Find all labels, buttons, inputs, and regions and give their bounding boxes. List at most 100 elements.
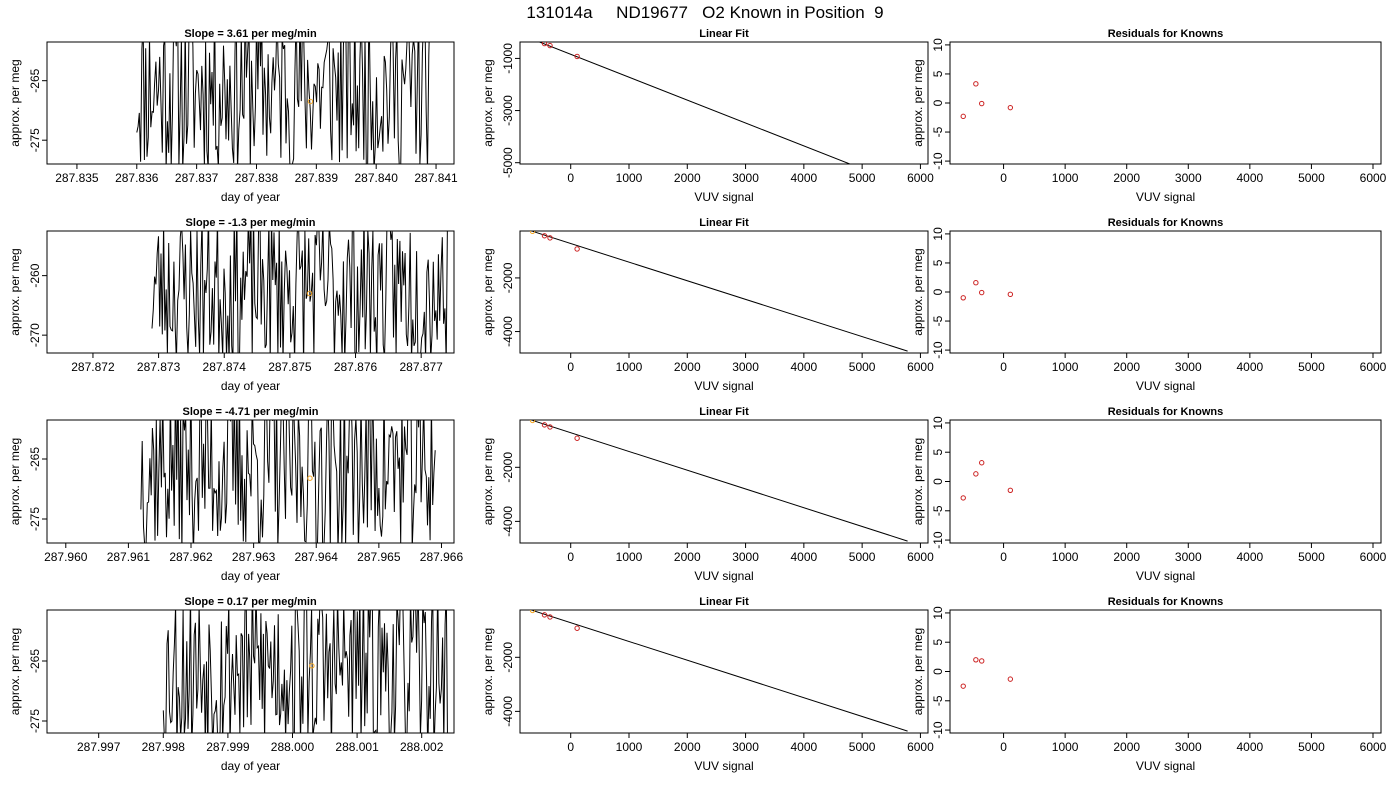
panel-1-2-fit-line bbox=[538, 42, 852, 164]
panel-2-2-ytick-label-1: -4000 bbox=[501, 316, 515, 347]
panel-3-1-xtick-label-3: 287.963 bbox=[232, 550, 276, 564]
panel-3-2-data bbox=[529, 420, 908, 542]
panel-3-1-ylabel: approx. per meg bbox=[8, 438, 22, 525]
panel-3-1-xtick-label-2: 287.962 bbox=[169, 550, 213, 564]
panel-4-3-xtick-label-4: 4000 bbox=[1237, 740, 1264, 754]
panel-1-1-ytick-label-0: -265 bbox=[28, 68, 42, 92]
panel-2-1-trace bbox=[151, 231, 448, 353]
panel-3-2-point-1 bbox=[541, 422, 548, 428]
panel-3-3-ytick-label-1: 5 bbox=[931, 449, 945, 456]
panel-3-3: Residuals for Knowns VUV signal approx. pe… bbox=[911, 406, 1387, 583]
panel-1-3-ytick-label-0: 10 bbox=[931, 38, 945, 52]
panel-2-3-ylabel: approx. per meg bbox=[911, 248, 925, 335]
panel-4-1-xtick-label-5: 288.002 bbox=[400, 740, 444, 754]
panel-3-3-ytick-label-3: -5 bbox=[931, 505, 945, 516]
panel-1-2-xtick-label-1: 1000 bbox=[616, 171, 643, 185]
panel-4-2: Linear Fit VUV signal approx. per meg 0 1000… bbox=[481, 596, 934, 773]
panel-4-1-ytick-label-1: -275 bbox=[28, 709, 42, 733]
panel-3-1-xtick-label-4: 287.964 bbox=[295, 550, 339, 564]
panel-3-2-fit-line bbox=[532, 420, 908, 542]
panel-2-3: Residuals for Knowns VUV signal approx. pe… bbox=[911, 217, 1387, 393]
panel-2-2-point-2 bbox=[547, 235, 553, 241]
panel-3-3-frame bbox=[949, 419, 1382, 544]
panel-2-2: Linear Fit VUV signal approx. per meg 0 1000… bbox=[481, 217, 934, 393]
panel-1-3-xtick-label-6: 6000 bbox=[1360, 171, 1387, 185]
panel-1-3: Residuals for Knowns VUV signal approx. pe… bbox=[911, 28, 1387, 204]
panel-2-2-title: Linear Fit bbox=[699, 217, 749, 229]
panel-4-3-point-2 bbox=[979, 658, 985, 664]
panel-1-3-xtick-label-3: 3000 bbox=[1175, 171, 1202, 185]
panel-1-3-title: Residuals for Knowns bbox=[1108, 28, 1224, 40]
panel-2-2-xtick-label-6: 6000 bbox=[907, 360, 934, 374]
panel-4-3-xtick-label-2: 2000 bbox=[1113, 740, 1140, 754]
panel-1-2-xtick-label-0: 0 bbox=[567, 171, 574, 185]
panel-2-2-xtick-label-2: 2000 bbox=[674, 360, 701, 374]
panel-2-3-ytick-label-2: 0 bbox=[931, 288, 945, 295]
panel-4-1-xtick-label-0: 287.997 bbox=[77, 740, 121, 754]
panel-3-3-ytick-label-4: -10 bbox=[931, 531, 945, 549]
panel-2-3-title: Residuals for Knowns bbox=[1108, 217, 1224, 229]
panel-1-1-xtick-label-2: 287.837 bbox=[175, 171, 219, 185]
panel-1-3-point-0 bbox=[960, 113, 966, 120]
panel-2-1-xlabel: day of year bbox=[221, 379, 280, 393]
panel-1-2-xtick-label-3: 3000 bbox=[732, 171, 759, 185]
panel-1-1-xtick-label-4: 287.839 bbox=[295, 171, 339, 185]
panel-4-2-point-3 bbox=[574, 625, 580, 631]
panel-4-2-title: Linear Fit bbox=[699, 596, 749, 608]
panel-1-1-xlabel: day of year bbox=[221, 190, 280, 204]
panel-2-2-frame bbox=[519, 230, 929, 354]
panel-4-1-xtick-label-1: 287.998 bbox=[142, 740, 186, 754]
panel-1-3-point-2 bbox=[979, 100, 985, 107]
panel-3-2-xtick-label-0: 0 bbox=[567, 550, 574, 564]
panel-4-2-xtick-label-0: 0 bbox=[567, 740, 574, 754]
panel-3-1-xtick-label-0: 287.960 bbox=[44, 550, 88, 564]
panel-3-3-ytick-label-0: 10 bbox=[931, 416, 945, 430]
panel-4-1-data bbox=[162, 610, 448, 733]
panel-1-1-ylabel: approx. per meg bbox=[8, 59, 22, 146]
panel-1-1: Slope = 3.61 per meg/min day of year appro… bbox=[8, 28, 458, 204]
panel-1-2-point-1 bbox=[541, 42, 548, 47]
panel-3-2-xtick-label-6: 6000 bbox=[907, 550, 934, 564]
panel-1-1-xtick-label-1: 287.836 bbox=[115, 171, 159, 185]
panel-4-3-point-3 bbox=[1007, 676, 1014, 682]
panel-1-1-xtick-label-3: 287.838 bbox=[235, 171, 279, 185]
panel-3-3-xtick-label-4: 4000 bbox=[1237, 550, 1264, 564]
panel-4-3-xtick-label-0: 0 bbox=[1000, 740, 1007, 754]
panel-1-3-xlabel: VUV signal bbox=[1136, 190, 1195, 204]
panel-1-3-xtick-label-2: 2000 bbox=[1113, 171, 1140, 185]
panel-1-1-xtick-label-6: 287.841 bbox=[414, 171, 458, 185]
panel-4-1-trace bbox=[162, 610, 448, 733]
panel-2-1-ytick-label-1: -270 bbox=[28, 323, 42, 347]
panel-1-3-xtick-label-0: 0 bbox=[1000, 171, 1007, 185]
panel-3-3-data bbox=[960, 460, 1014, 501]
panel-3-2-xtick-label-4: 4000 bbox=[790, 550, 817, 564]
panel-2-2-xtick-label-5: 5000 bbox=[849, 360, 876, 374]
panel-3-2-xtick-label-2: 2000 bbox=[674, 550, 701, 564]
panel-3-2-xtick-label-3: 3000 bbox=[732, 550, 759, 564]
panel-2-3-frame bbox=[949, 230, 1382, 354]
panel-4-1-ytick-label-0: -265 bbox=[28, 649, 42, 673]
panel-3-3-xtick-label-5: 5000 bbox=[1298, 550, 1325, 564]
panel-2-3-xtick-label-3: 3000 bbox=[1175, 360, 1202, 374]
panel-4-2-ytick-label-0: -2000 bbox=[501, 642, 515, 673]
panel-3-2-point-0 bbox=[529, 420, 536, 424]
panel-4-1: Slope = 0.17 per meg/min day of year appro… bbox=[8, 596, 455, 773]
panel-1-2-xtick-label-6: 6000 bbox=[907, 171, 934, 185]
panel-4-2-point-1 bbox=[541, 612, 548, 618]
panel-1-2-title: Linear Fit bbox=[699, 28, 749, 40]
panel-2-2-xtick-label-3: 3000 bbox=[732, 360, 759, 374]
panel-1-3-frame bbox=[949, 41, 1382, 165]
panel-1-1-ytick-label-1: -275 bbox=[28, 128, 42, 152]
panel-4-1-ylabel: approx. per meg bbox=[8, 628, 22, 715]
panel-3-2-frame bbox=[519, 419, 929, 544]
panel-2-2-ylabel: approx. per meg bbox=[481, 248, 495, 335]
panel-3-1-trace bbox=[140, 420, 436, 543]
panel-3-3-xtick-label-6: 6000 bbox=[1360, 550, 1387, 564]
panel-3-3-xtick-label-0: 0 bbox=[1000, 550, 1007, 564]
panel-1-1-data bbox=[136, 42, 430, 164]
panel-4-3-data bbox=[960, 657, 1014, 689]
panel-1-1-title: Slope = 3.61 per meg/min bbox=[184, 28, 317, 40]
panel-2-3-point-2 bbox=[979, 289, 985, 296]
panel-2-3-xtick-label-6: 6000 bbox=[1360, 360, 1387, 374]
panel-4-3-ytick-label-4: -10 bbox=[931, 721, 945, 739]
